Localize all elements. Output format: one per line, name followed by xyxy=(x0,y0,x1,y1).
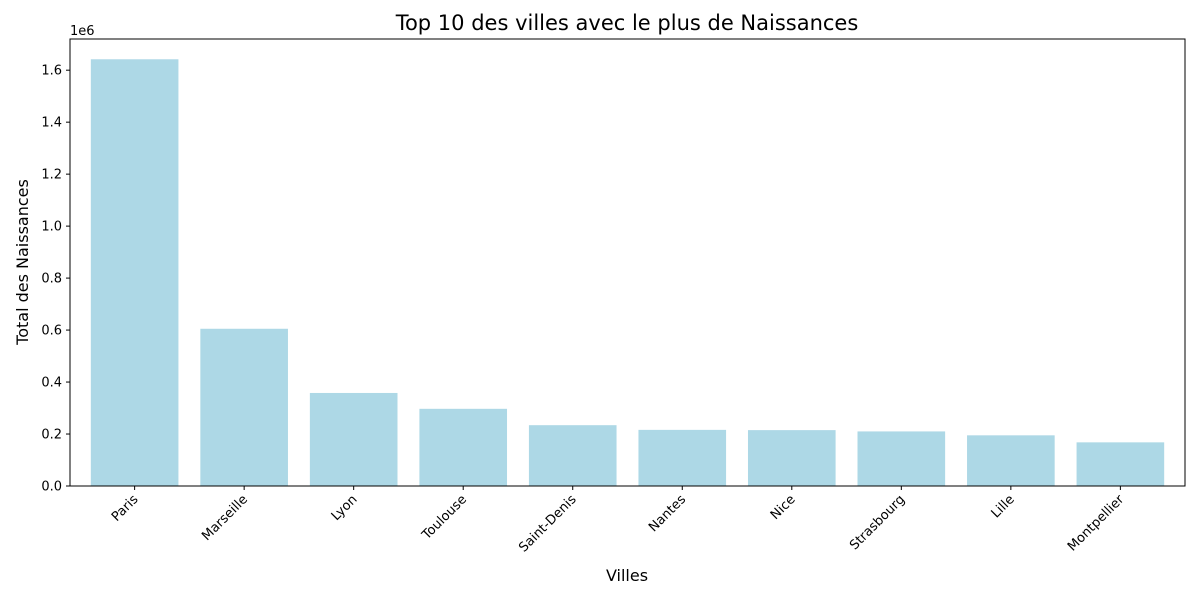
x-axis-label: Villes xyxy=(606,566,648,585)
x-tick-label: Lyon xyxy=(329,492,361,524)
y-tick-label: 0.4 xyxy=(41,376,62,391)
x-tick-label: Toulouse xyxy=(419,492,470,543)
y-tick-label: 1.0 xyxy=(41,220,62,235)
y-tick-label: 1.6 xyxy=(41,64,62,79)
x-tick-label: Marseille xyxy=(199,492,251,544)
chart-title: Top 10 des villes avec le plus de Naissa… xyxy=(395,11,859,35)
y-tick-label: 1.2 xyxy=(41,168,62,183)
x-tick-label: Nice xyxy=(768,492,799,523)
y-axis-label: Total des Naissances xyxy=(13,179,32,346)
bar-toulouse xyxy=(419,408,508,486)
plot-frame xyxy=(69,38,1186,487)
y-tick-label: 0.6 xyxy=(41,324,62,339)
bar-marseille xyxy=(200,328,288,486)
bar-lyon xyxy=(309,392,398,486)
bar-nice xyxy=(747,430,836,486)
y-axis-ticks: 0.0 0.2 0.4 0.6 0.8 1.0 1.2 1.4 1.6 xyxy=(41,64,70,495)
y-tick-label: 0.0 xyxy=(41,480,62,495)
y-tick-label: 0.8 xyxy=(41,272,62,287)
x-tick-label: Saint-Denis xyxy=(516,492,579,555)
x-tick-label: Montpellier xyxy=(1065,492,1128,555)
y-tick-label: 0.2 xyxy=(41,428,62,443)
bar-lille xyxy=(967,435,1055,486)
y-axis-offset-label: 1e6 xyxy=(70,24,95,39)
bar-strasbourg xyxy=(857,431,946,486)
x-axis-ticks: Paris Marseille Lyon Toulouse Saint-Denis Nan… xyxy=(109,486,1128,556)
bars-layer xyxy=(90,59,1165,486)
x-tick-label: Strasbourg xyxy=(847,492,908,553)
bar-nantes xyxy=(638,429,727,486)
x-tick-label: Nantes xyxy=(646,492,689,535)
bar-saint-denis xyxy=(528,425,617,486)
bar-paris xyxy=(90,59,179,486)
x-tick-label: Paris xyxy=(109,492,142,525)
x-tick-label: Lille xyxy=(989,492,1018,521)
bar-montpellier xyxy=(1076,442,1165,486)
y-tick-label: 1.4 xyxy=(41,116,62,131)
